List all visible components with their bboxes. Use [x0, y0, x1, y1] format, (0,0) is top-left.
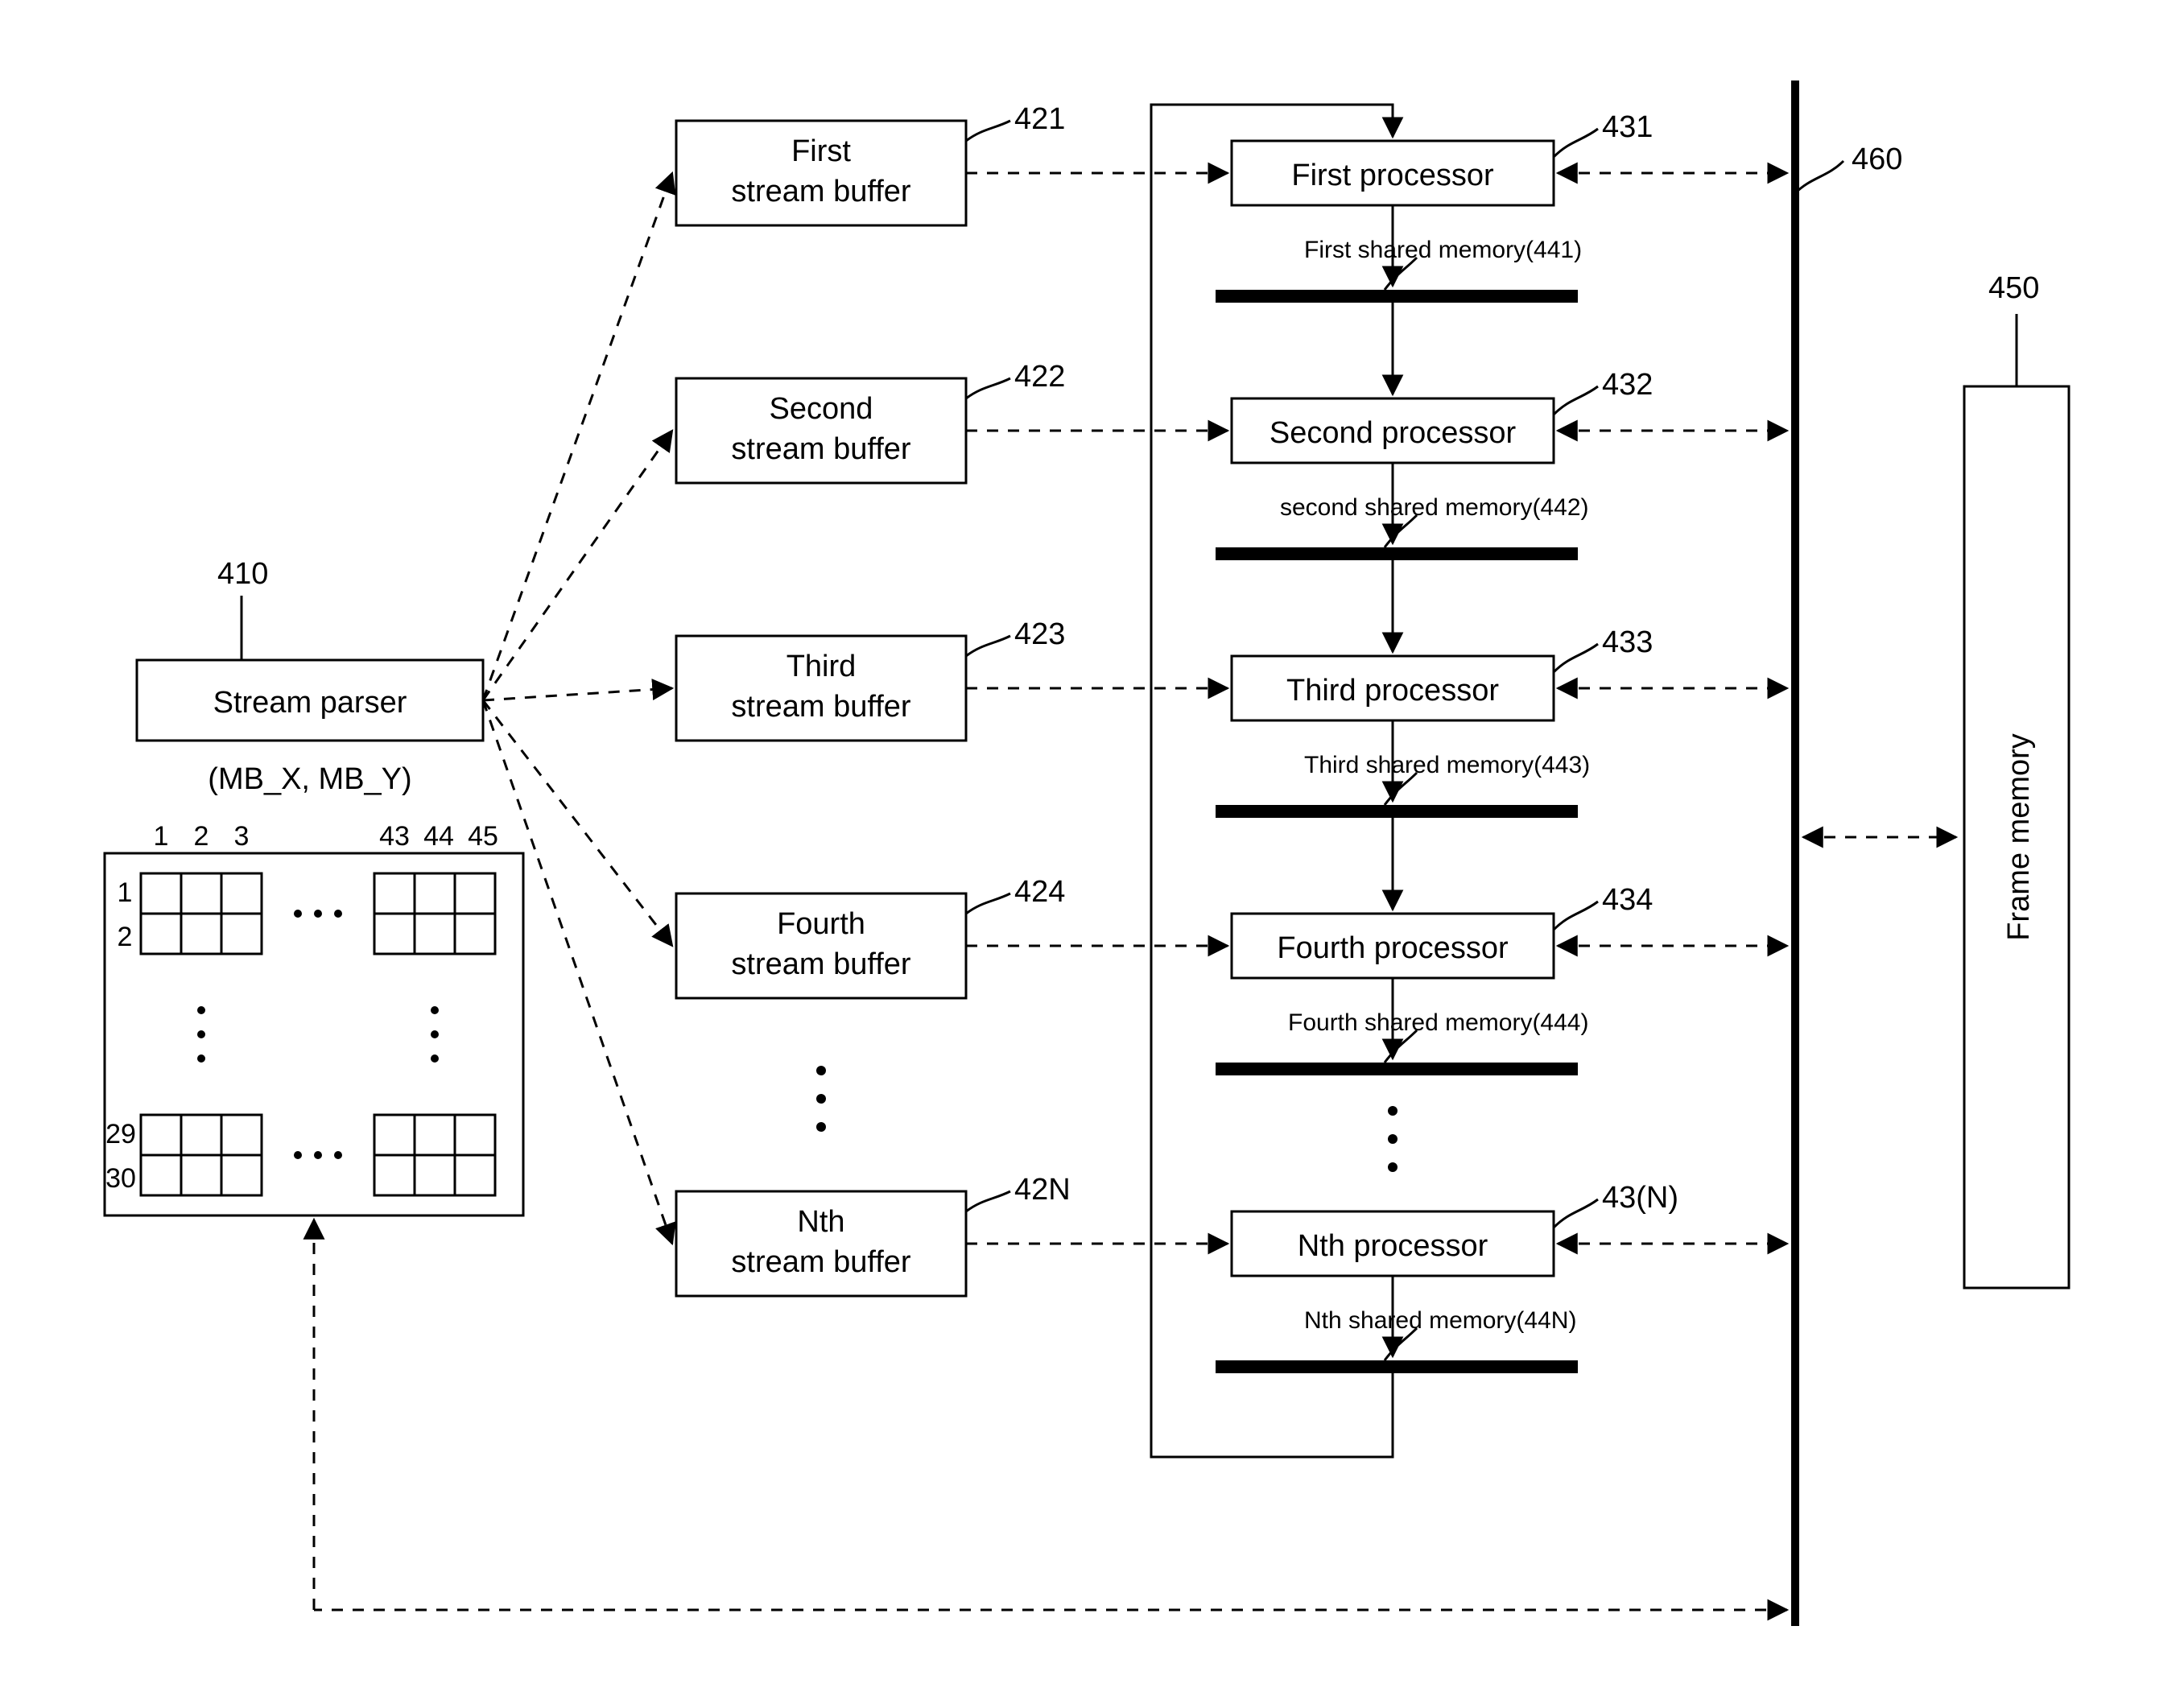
svg-text:second shared memory(442): second shared memory(442): [1280, 494, 1589, 521]
stream-parser-label: Stream parser: [213, 686, 407, 720]
svg-text:2: 2: [194, 821, 209, 852]
svg-text:1: 1: [118, 877, 133, 908]
svg-text:29: 29: [105, 1119, 136, 1149]
svg-text:432: 432: [1602, 368, 1653, 402]
svg-text:43(N): 43(N): [1602, 1181, 1678, 1215]
svg-text:Third shared memory(443): Third shared memory(443): [1304, 752, 1590, 778]
svg-text:43: 43: [379, 821, 410, 852]
bus-ref: 460: [1852, 142, 1902, 176]
svg-text:423: 423: [1014, 617, 1065, 651]
svg-text:Second: Second: [770, 392, 873, 426]
svg-text:Third: Third: [786, 650, 857, 683]
svg-text:Nth processor: Nth processor: [1298, 1229, 1488, 1263]
svg-text:42N: 42N: [1014, 1173, 1071, 1207]
row-4: Fourth stream buffer 424 Fourth processo…: [483, 700, 1787, 1172]
stream-parser-ref: 410: [217, 557, 268, 591]
stream-parser: Stream parser 410 (MB_X, MB_Y): [137, 557, 483, 796]
svg-text:431: 431: [1602, 110, 1653, 144]
svg-text:First shared memory(441): First shared memory(441): [1304, 237, 1582, 263]
svg-text:433: 433: [1602, 625, 1653, 659]
svg-text:Fourth: Fourth: [777, 907, 865, 941]
svg-text:Nth shared memory(44N): Nth shared memory(44N): [1304, 1307, 1576, 1334]
svg-text:stream buffer: stream buffer: [731, 947, 911, 981]
svg-text:2: 2: [118, 922, 133, 952]
svg-text:stream buffer: stream buffer: [731, 1245, 911, 1279]
macroblock-grid: 1 2 3 43 44 45 1 2 29 30: [105, 821, 523, 1215]
svg-text:3: 3: [234, 821, 250, 852]
svg-text:30: 30: [105, 1163, 136, 1194]
frame-memory-label: Frame memory: [2002, 733, 2036, 941]
svg-text:Fourth shared memory(444): Fourth shared memory(444): [1288, 1009, 1588, 1036]
svg-text:Third processor: Third processor: [1286, 674, 1499, 708]
row-5: Nth stream buffer 42N Nth processor 43(N…: [483, 700, 1787, 1373]
svg-text:421: 421: [1014, 102, 1065, 136]
svg-text:422: 422: [1014, 360, 1065, 394]
stream-parser-sublabel: (MB_X, MB_Y): [208, 762, 411, 796]
svg-text:Nth: Nth: [797, 1205, 844, 1239]
svg-text:45: 45: [468, 821, 498, 852]
svg-text:Second processor: Second processor: [1270, 416, 1517, 450]
svg-text:Fourth processor: Fourth processor: [1277, 931, 1509, 965]
frame-memory-ref: 450: [1988, 271, 2039, 305]
svg-text:First: First: [791, 134, 851, 168]
row-3: Third stream buffer 423 Third processor …: [483, 617, 1787, 910]
svg-text:424: 424: [1014, 875, 1065, 909]
frame-memory: Frame memory 450: [1964, 271, 2069, 1288]
svg-text:stream buffer: stream buffer: [731, 175, 911, 208]
svg-text:First processor: First processor: [1291, 159, 1494, 192]
svg-text:1: 1: [154, 821, 169, 852]
svg-text:434: 434: [1602, 883, 1653, 917]
svg-text:stream buffer: stream buffer: [731, 690, 911, 724]
svg-text:stream buffer: stream buffer: [731, 432, 911, 466]
svg-text:44: 44: [423, 821, 454, 852]
